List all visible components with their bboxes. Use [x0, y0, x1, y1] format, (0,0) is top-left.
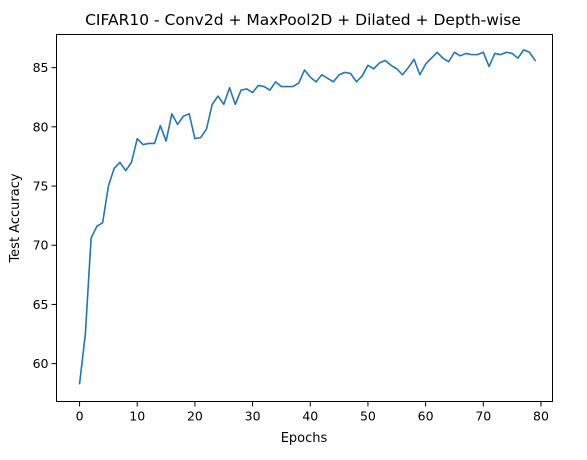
y-tick-label: 70: [33, 238, 49, 253]
x-tick-label: 10: [129, 409, 145, 424]
y-tick-label: 60: [33, 356, 49, 371]
x-tick-label: 70: [475, 409, 491, 424]
x-tick-label: 30: [245, 409, 261, 424]
x-axis-ticks: 0 10 20 30 40 50 60 70 80: [76, 401, 549, 424]
y-tick-label: 85: [33, 60, 49, 75]
x-tick-label: 50: [360, 409, 376, 424]
x-tick-label: 40: [302, 409, 318, 424]
y-axis-ticks: 60 65 70 75 80 85: [33, 60, 57, 371]
y-axis-label: Test Accuracy: [8, 173, 23, 263]
y-tick-label: 75: [33, 179, 49, 194]
x-tick-label: 60: [418, 409, 434, 424]
plot-area: 0 10 20 30 40 50 60 70 80 60 65 70 75 80 85: [33, 34, 553, 424]
y-tick-label: 80: [33, 119, 49, 134]
y-tick-label: 65: [33, 297, 49, 312]
x-tick-label: 20: [187, 409, 203, 424]
x-tick-label: 0: [76, 409, 84, 424]
plot-frame: [56, 34, 553, 402]
x-axis-label: Epochs: [281, 431, 328, 446]
x-tick-label: 80: [533, 409, 549, 424]
series-line: [78, 49, 537, 385]
chart-title: CIFAR10 - Conv2d + MaxPool2D + Dilated +…: [85, 11, 521, 29]
